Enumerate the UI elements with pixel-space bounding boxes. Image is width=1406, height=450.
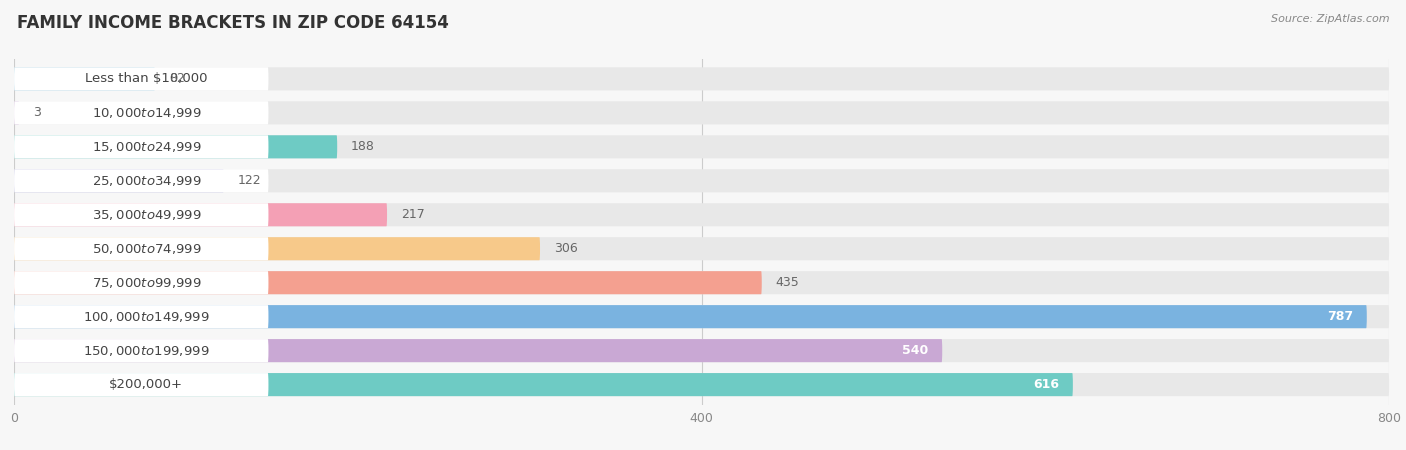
FancyBboxPatch shape [14, 68, 269, 90]
FancyBboxPatch shape [14, 203, 1389, 226]
FancyBboxPatch shape [14, 305, 1389, 328]
Text: 82: 82 [169, 72, 184, 86]
FancyBboxPatch shape [14, 203, 387, 226]
FancyBboxPatch shape [14, 305, 1367, 328]
Text: $25,000 to $34,999: $25,000 to $34,999 [91, 174, 201, 188]
FancyBboxPatch shape [14, 101, 20, 124]
FancyBboxPatch shape [14, 68, 1389, 90]
Text: 3: 3 [32, 106, 41, 119]
Text: $50,000 to $74,999: $50,000 to $74,999 [91, 242, 201, 256]
FancyBboxPatch shape [14, 135, 1389, 158]
FancyBboxPatch shape [14, 237, 1389, 260]
Text: $10,000 to $14,999: $10,000 to $14,999 [91, 106, 201, 120]
Text: 188: 188 [352, 140, 375, 153]
FancyBboxPatch shape [14, 339, 269, 362]
FancyBboxPatch shape [14, 101, 1389, 124]
Text: 540: 540 [903, 344, 928, 357]
Text: 616: 616 [1033, 378, 1059, 391]
Text: $100,000 to $149,999: $100,000 to $149,999 [83, 310, 209, 324]
Text: Less than $10,000: Less than $10,000 [86, 72, 208, 86]
Text: $75,000 to $99,999: $75,000 to $99,999 [91, 276, 201, 290]
Text: $15,000 to $24,999: $15,000 to $24,999 [91, 140, 201, 154]
Text: 122: 122 [238, 174, 262, 187]
Text: $35,000 to $49,999: $35,000 to $49,999 [91, 208, 201, 222]
Text: 217: 217 [401, 208, 425, 221]
Text: 787: 787 [1327, 310, 1353, 323]
FancyBboxPatch shape [14, 373, 269, 396]
FancyBboxPatch shape [14, 135, 269, 158]
FancyBboxPatch shape [14, 271, 269, 294]
Text: $150,000 to $199,999: $150,000 to $199,999 [83, 344, 209, 358]
Text: $200,000+: $200,000+ [110, 378, 183, 391]
FancyBboxPatch shape [14, 101, 269, 124]
FancyBboxPatch shape [14, 271, 762, 294]
FancyBboxPatch shape [14, 373, 1389, 396]
Text: Source: ZipAtlas.com: Source: ZipAtlas.com [1271, 14, 1389, 23]
FancyBboxPatch shape [14, 203, 269, 226]
Text: 435: 435 [776, 276, 799, 289]
FancyBboxPatch shape [14, 169, 224, 192]
FancyBboxPatch shape [14, 305, 269, 328]
FancyBboxPatch shape [14, 373, 1073, 396]
FancyBboxPatch shape [14, 237, 540, 260]
FancyBboxPatch shape [14, 68, 155, 90]
FancyBboxPatch shape [14, 169, 269, 192]
FancyBboxPatch shape [14, 339, 1389, 362]
FancyBboxPatch shape [14, 237, 269, 260]
Text: 306: 306 [554, 242, 578, 255]
FancyBboxPatch shape [14, 169, 1389, 192]
FancyBboxPatch shape [14, 135, 337, 158]
FancyBboxPatch shape [14, 271, 1389, 294]
Text: FAMILY INCOME BRACKETS IN ZIP CODE 64154: FAMILY INCOME BRACKETS IN ZIP CODE 64154 [17, 14, 449, 32]
FancyBboxPatch shape [14, 339, 942, 362]
